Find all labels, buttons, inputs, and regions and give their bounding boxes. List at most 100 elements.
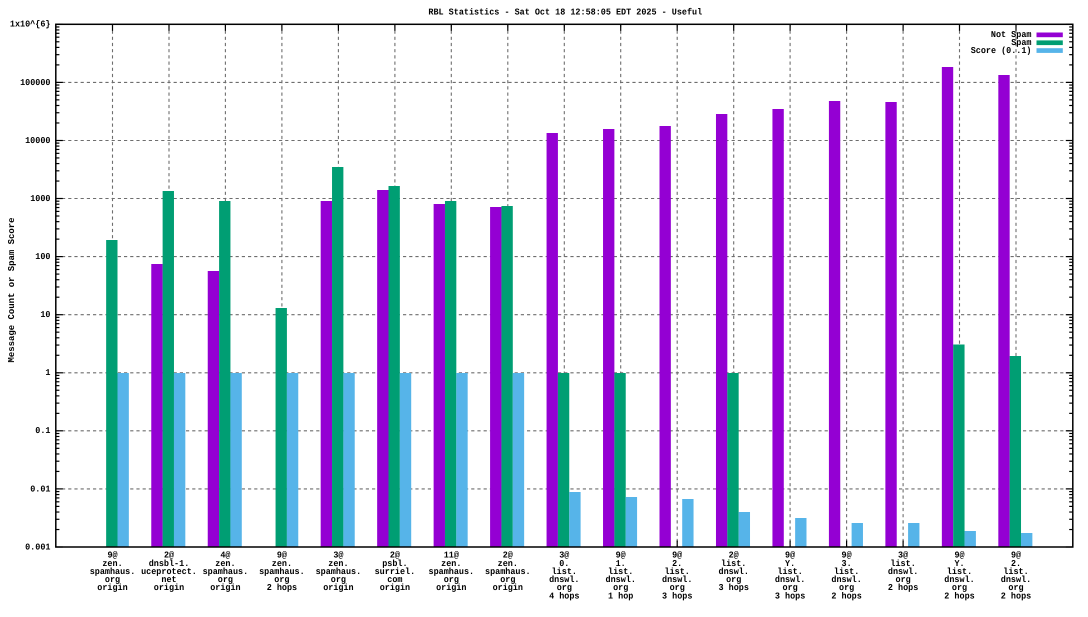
svg-text:org: org (105, 575, 120, 585)
svg-text:list.: list. (665, 567, 690, 577)
svg-text:1000: 1000 (30, 194, 50, 204)
svg-text:list.: list. (834, 567, 859, 577)
svg-text:2@: 2@ (503, 551, 514, 561)
svg-text:9@: 9@ (616, 551, 627, 561)
svg-text:9@: 9@ (785, 551, 796, 561)
svg-text:dnswl.: dnswl. (775, 575, 805, 585)
svg-text:2 hops: 2 hops (1001, 591, 1031, 601)
svg-text:Y.: Y. (785, 559, 795, 569)
svg-text:1: 1 (45, 368, 51, 378)
svg-text:org: org (218, 575, 233, 585)
svg-text:3 hops: 3 hops (662, 591, 692, 601)
svg-text:2 hops: 2 hops (267, 583, 297, 593)
svg-text:origin: origin (154, 583, 184, 593)
svg-text:list.: list. (608, 567, 633, 577)
svg-text:Spam: Spam (1011, 38, 1032, 48)
svg-text:org: org (952, 583, 967, 593)
svg-text:9@: 9@ (1011, 551, 1022, 561)
svg-text:0.01: 0.01 (30, 484, 51, 494)
svg-text:RBL Statistics - Sat Oct 18 12: RBL Statistics - Sat Oct 18 12:58:05 EDT… (428, 8, 702, 18)
svg-text:com: com (387, 575, 403, 585)
svg-text:psbl.: psbl. (382, 559, 407, 569)
svg-text:list.: list. (777, 567, 802, 577)
svg-text:origin: origin (380, 583, 410, 593)
svg-text:dnswl.: dnswl. (606, 575, 636, 585)
svg-text:org: org (1008, 583, 1023, 593)
svg-text:zen.: zen. (215, 559, 235, 569)
svg-text:9@: 9@ (107, 551, 118, 561)
svg-text:org: org (613, 583, 628, 593)
svg-text:2@: 2@ (164, 551, 175, 561)
svg-text:org: org (557, 583, 572, 593)
svg-text:spamhaus.: spamhaus. (316, 567, 362, 577)
svg-text:0.001: 0.001 (25, 542, 51, 552)
svg-text:origin: origin (323, 583, 353, 593)
svg-text:100: 100 (35, 252, 50, 262)
svg-text:11@: 11@ (444, 551, 460, 561)
svg-text:org: org (670, 583, 685, 593)
svg-text:Message Count or Spam Score: Message Count or Spam Score (7, 218, 17, 363)
svg-text:3@: 3@ (333, 551, 344, 561)
svg-text:10: 10 (40, 310, 50, 320)
svg-text:Score (0..1): Score (0..1) (971, 46, 1032, 56)
svg-text:dnswl.: dnswl. (888, 567, 918, 577)
svg-text:org: org (839, 583, 854, 593)
svg-text:origin: origin (436, 583, 466, 593)
svg-text:dnswl.: dnswl. (944, 575, 974, 585)
svg-text:list.: list. (1003, 567, 1028, 577)
svg-text:1.: 1. (616, 559, 626, 569)
svg-text:4@: 4@ (220, 551, 231, 561)
svg-text:origin: origin (493, 583, 523, 593)
svg-text:zen.: zen. (498, 559, 518, 569)
svg-text:3@: 3@ (559, 551, 570, 561)
svg-text:org: org (331, 575, 346, 585)
svg-text:3.: 3. (842, 559, 852, 569)
svg-text:9@: 9@ (672, 551, 683, 561)
svg-text:uceprotect.: uceprotect. (141, 567, 197, 577)
svg-text:org: org (444, 575, 459, 585)
svg-text:spamhaus.: spamhaus. (90, 567, 136, 577)
svg-text:1x10^{6}: 1x10^{6} (10, 20, 51, 30)
svg-text:2 hops: 2 hops (888, 583, 918, 593)
svg-text:org: org (896, 575, 911, 585)
svg-text:2@: 2@ (390, 551, 401, 561)
svg-text:dnswl.: dnswl. (831, 575, 861, 585)
svg-text:list.: list. (721, 559, 746, 569)
svg-text:0.: 0. (559, 559, 569, 569)
svg-text:org: org (783, 583, 798, 593)
svg-text:list.: list. (552, 567, 577, 577)
svg-text:spamhaus.: spamhaus. (429, 567, 475, 577)
svg-text:dnswl.: dnswl. (719, 567, 749, 577)
svg-text:2@: 2@ (729, 551, 740, 561)
svg-text:9@: 9@ (842, 551, 853, 561)
svg-text:spamhaus.: spamhaus. (485, 567, 531, 577)
svg-text:org: org (274, 575, 289, 585)
svg-text:2 hops: 2 hops (831, 591, 861, 601)
svg-text:net: net (161, 575, 176, 585)
svg-text:Not Spam: Not Spam (991, 30, 1032, 40)
svg-text:dnswl.: dnswl. (549, 575, 579, 585)
svg-text:dnswl.: dnswl. (662, 575, 692, 585)
svg-text:9@: 9@ (277, 551, 288, 561)
svg-text:1 hop: 1 hop (608, 591, 633, 601)
svg-text:origin: origin (97, 583, 127, 593)
svg-text:list.: list. (947, 567, 972, 577)
svg-text:10000: 10000 (25, 136, 50, 146)
svg-text:zen.: zen. (441, 559, 461, 569)
svg-text:surriel.: surriel. (375, 567, 416, 577)
svg-text:0.1: 0.1 (35, 426, 51, 436)
svg-text:org: org (726, 575, 741, 585)
svg-text:dnswl.: dnswl. (1001, 575, 1031, 585)
svg-text:origin: origin (210, 583, 240, 593)
svg-text:9@: 9@ (954, 551, 965, 561)
svg-text:zen.: zen. (328, 559, 348, 569)
svg-text:3 hops: 3 hops (719, 583, 749, 593)
svg-text:list.: list. (890, 559, 915, 569)
svg-text:dnsbl-1.: dnsbl-1. (149, 559, 190, 569)
svg-text:zen.: zen. (272, 559, 292, 569)
svg-text:2.: 2. (672, 559, 682, 569)
svg-text:Y.: Y. (954, 559, 964, 569)
svg-text:zen.: zen. (102, 559, 122, 569)
svg-text:4 hops: 4 hops (549, 591, 579, 601)
svg-text:spamhaus.: spamhaus. (259, 567, 305, 577)
